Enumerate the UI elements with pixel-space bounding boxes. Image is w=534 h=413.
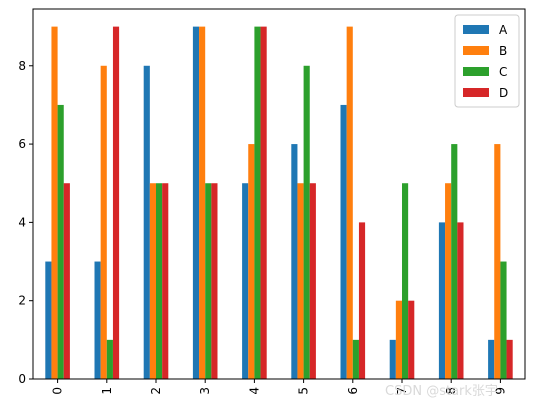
bar-C-0: [57, 104, 64, 380]
watermark-text: CSDN @stark张宇: [385, 384, 498, 399]
x-tick-label-7: 7: [395, 387, 409, 395]
bar-B-9: [494, 144, 501, 379]
bar-D-7: [408, 300, 415, 379]
x-tick-label-4: 4: [247, 387, 261, 395]
x-tick-label-9: 9: [493, 387, 507, 395]
x-tick-label-6: 6: [346, 387, 360, 395]
bar-A-4: [242, 183, 249, 379]
bar-B-1: [100, 65, 107, 380]
bar-C-4: [254, 26, 261, 380]
bar-B-7: [395, 300, 402, 379]
x-tick-label-1: 1: [100, 387, 114, 395]
bar-B-4: [248, 144, 255, 379]
bar-A-3: [192, 26, 200, 380]
bar-D-5: [309, 183, 316, 379]
bar-A-2: [143, 65, 150, 380]
y-tick-label-8: 8: [18, 59, 26, 73]
bar-B-0: [51, 26, 58, 380]
bar-B-2: [149, 183, 156, 379]
bar-B-3: [199, 26, 206, 380]
y-tick-label-6: 6: [18, 137, 26, 151]
legend-swatch-D: [463, 88, 489, 97]
bar-C-2: [156, 183, 163, 379]
legend-box: [454, 14, 520, 108]
bar-A-5: [291, 144, 298, 379]
bar-C-1: [106, 339, 113, 379]
bar-C-6: [352, 339, 359, 379]
bar-D-2: [162, 183, 169, 379]
bars-layer: [45, 26, 513, 380]
x-tick-label-2: 2: [149, 387, 163, 395]
bar-B-5: [297, 183, 304, 379]
legend-label-C: C: [499, 65, 507, 79]
bar-A-8: [438, 222, 446, 379]
legend-label-D: D: [499, 86, 508, 100]
x-tick-label-5: 5: [297, 387, 311, 395]
bar-D-4: [260, 26, 267, 380]
legend-swatch-A: [463, 25, 489, 34]
bar-C-9: [500, 261, 507, 379]
bar-D-1: [112, 26, 120, 380]
bar-B-6: [346, 26, 353, 380]
legend-label-B: B: [499, 44, 507, 58]
x-tick-label-0: 0: [51, 387, 65, 395]
y-tick-label-0: 0: [18, 372, 26, 386]
y-tick-label-2: 2: [18, 294, 26, 308]
legend-label-A: A: [499, 23, 508, 37]
bar-D-3: [211, 183, 218, 379]
bar-D-8: [457, 222, 464, 379]
bar-C-8: [451, 144, 458, 379]
legend-swatch-B: [463, 46, 489, 55]
bar-C-7: [402, 183, 409, 379]
bar-C-5: [303, 65, 310, 380]
legend-swatch-C: [463, 67, 489, 76]
bar-C-3: [205, 183, 212, 379]
bar-A-7: [389, 339, 396, 379]
bar-A-6: [340, 104, 347, 380]
bar-A-1: [94, 261, 101, 379]
y-tick-label-4: 4: [18, 215, 26, 229]
bar-D-0: [63, 183, 70, 379]
x-tick-label-3: 3: [198, 387, 212, 395]
bar-D-6: [358, 222, 366, 379]
bar-B-8: [445, 183, 452, 379]
plot-frame: [32, 8, 526, 380]
bar-A-9: [488, 339, 495, 379]
axes-layer: 0 2 4 6 8 0 1 2 3 4 5 6 7 8 9: [18, 8, 526, 395]
x-tick-label-8: 8: [444, 387, 458, 395]
bar-A-0: [45, 261, 52, 379]
bar-D-9: [506, 339, 513, 379]
